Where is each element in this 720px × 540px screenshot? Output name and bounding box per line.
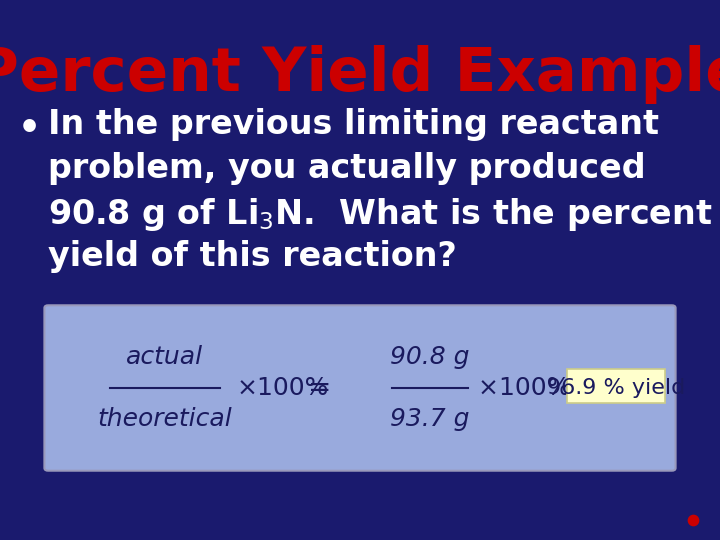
Text: ×100% =: ×100% =: [478, 376, 599, 400]
Text: Percent Yield Example: Percent Yield Example: [0, 45, 720, 104]
Text: theoretical: theoretical: [98, 407, 233, 431]
Text: 90.8 g: 90.8 g: [390, 345, 469, 369]
Text: actual: actual: [127, 345, 204, 369]
FancyBboxPatch shape: [567, 369, 665, 403]
Text: problem, you actually produced: problem, you actually produced: [48, 152, 646, 185]
FancyBboxPatch shape: [45, 305, 675, 471]
Point: [687, 516, 698, 524]
Text: yield of this reaction?: yield of this reaction?: [48, 240, 456, 273]
Text: 96.9 % yield: 96.9 % yield: [547, 378, 685, 398]
Text: =: =: [308, 374, 332, 402]
Text: 90.8 g of Li$_3$N.  What is the percent: 90.8 g of Li$_3$N. What is the percent: [48, 196, 713, 233]
Text: In the previous limiting reactant: In the previous limiting reactant: [48, 108, 659, 141]
Text: •: •: [18, 112, 41, 146]
Text: ×100%: ×100%: [237, 376, 329, 400]
Text: 93.7 g: 93.7 g: [390, 407, 469, 431]
